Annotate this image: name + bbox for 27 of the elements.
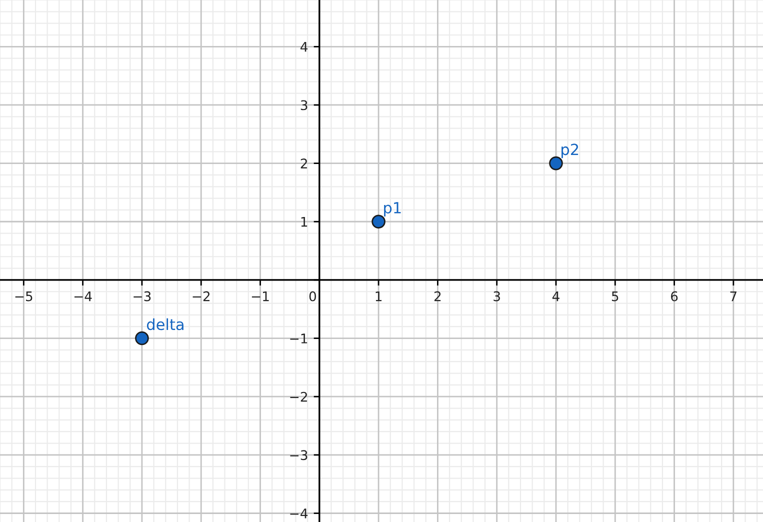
x-tick-label: 1 bbox=[376, 291, 382, 302]
x-tick-label: 2 bbox=[434, 291, 441, 302]
y-tick-label: −1 bbox=[290, 334, 308, 344]
x-tick-label: 7 bbox=[730, 291, 736, 302]
x-tick-label: −4 bbox=[74, 291, 92, 302]
y-tick-label: 3 bbox=[300, 100, 308, 110]
x-tick-label: −2 bbox=[192, 291, 210, 302]
y-tick-label: −3 bbox=[290, 450, 308, 460]
x-tick-label: −1 bbox=[252, 291, 269, 302]
x-tick-label: −5 bbox=[15, 291, 32, 302]
y-tick-label: 2 bbox=[300, 158, 307, 168]
annotation: p1 bbox=[384, 202, 401, 216]
x-tick-label: −3 bbox=[134, 291, 151, 302]
x-tick-label: 6 bbox=[671, 291, 678, 302]
x-tick-label: 5 bbox=[612, 291, 618, 302]
annotation: p2 bbox=[562, 144, 578, 158]
point bbox=[549, 156, 563, 170]
y-tick-label: 1 bbox=[301, 217, 308, 227]
x-tick-label: 3 bbox=[494, 291, 500, 302]
point bbox=[135, 331, 149, 346]
annotation: delta bbox=[146, 318, 184, 330]
y-tick-label: −2 bbox=[290, 392, 307, 402]
point bbox=[372, 214, 386, 229]
x-tick-label: 4 bbox=[552, 291, 560, 302]
y-tick-label: 4 bbox=[300, 42, 308, 52]
y-tick-label: −4 bbox=[290, 508, 308, 518]
x-tick-label: 0 bbox=[309, 291, 316, 302]
